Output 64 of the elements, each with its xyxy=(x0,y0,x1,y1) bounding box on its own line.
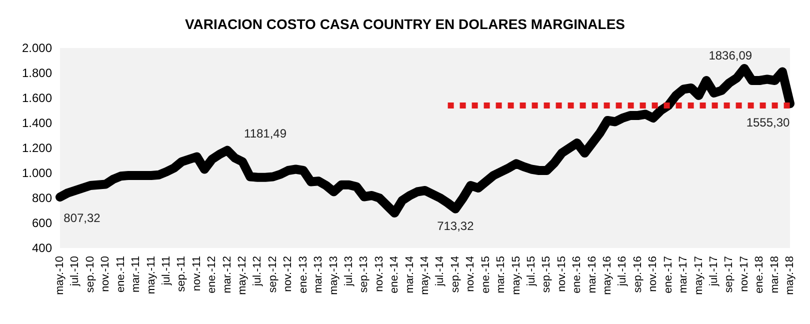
x-tick-label: may.-17 xyxy=(692,256,705,295)
x-tick-label: ene.-18 xyxy=(754,256,766,294)
x-tick-label: jul.-17 xyxy=(708,256,720,287)
x-tick-label: nov.-13 xyxy=(373,256,386,292)
x-tick-label: sep.-12 xyxy=(266,256,279,293)
x-tick-label: jul.-11 xyxy=(160,256,172,286)
data-label: 1836,09 xyxy=(708,48,752,62)
x-tick-label: mar.-14 xyxy=(404,256,416,294)
x-tick-label: mar.-18 xyxy=(768,256,781,294)
x-tick-label: sep.-10 xyxy=(84,256,96,293)
x-tick-label: may.-12 xyxy=(236,256,248,295)
y-tick-label: 1.000 xyxy=(22,166,52,180)
data-label: 1181,49 xyxy=(244,126,287,140)
x-tick-label: ene.-13 xyxy=(297,256,310,294)
x-tick-label: may.-14 xyxy=(419,256,431,295)
y-tick-label: 400 xyxy=(32,241,52,255)
x-tick-label: nov.-15 xyxy=(556,256,568,292)
x-tick-label: sep.-17 xyxy=(723,256,736,293)
x-tick-label: nov.-14 xyxy=(464,256,477,292)
y-tick-label: 1.800 xyxy=(22,66,52,80)
x-tick-label: nov.-17 xyxy=(738,256,750,292)
y-tick-label: 1.600 xyxy=(22,91,52,105)
data-label: 1555,30 xyxy=(746,116,790,130)
x-tick-label: may.-11 xyxy=(145,256,158,294)
x-tick-label: may.-18 xyxy=(784,256,796,295)
x-tick-label: nov.-12 xyxy=(282,256,294,292)
x-tick-label: sep.-13 xyxy=(358,256,370,293)
x-tick-label: nov.-11 xyxy=(190,256,203,292)
x-tick-label: mar.-16 xyxy=(586,256,598,294)
x-tick-label: ene.-17 xyxy=(662,256,674,294)
x-tick-label: sep.-16 xyxy=(632,256,644,293)
y-tick-label: 2.000 xyxy=(22,41,52,55)
data-label: 713,32 xyxy=(437,218,474,233)
x-tick-label: ene.-11 xyxy=(114,256,127,292)
x-tick-label: sep.-11 xyxy=(176,256,188,292)
x-tick-label: ene.-16 xyxy=(571,256,584,294)
x-tick-label: may.-13 xyxy=(328,256,340,295)
x-tick-label: may.-16 xyxy=(602,256,614,295)
x-tick-label: ene.-15 xyxy=(480,256,492,294)
x-tick-label: jul.-10 xyxy=(69,256,82,287)
y-tick-label: 1.200 xyxy=(22,141,52,155)
x-tick-label: jul.-16 xyxy=(616,256,629,287)
x-tick-label: sep.-14 xyxy=(449,256,462,293)
x-tick-label: ene.-12 xyxy=(206,256,218,294)
x-tick-label: may.-10 xyxy=(54,256,66,295)
x-tick-label: mar.-17 xyxy=(678,256,690,294)
x-tick-label: mar.-13 xyxy=(312,256,325,294)
x-tick-label: nov.-16 xyxy=(647,256,660,292)
x-tick-label: mar.-11 xyxy=(130,256,142,292)
y-tick-label: 600 xyxy=(32,216,52,230)
x-tick-label: ene.-14 xyxy=(388,256,401,294)
x-tick-label: sep.-15 xyxy=(540,256,553,293)
y-tick-label: 1.400 xyxy=(22,116,52,130)
x-tick-label: nov.-10 xyxy=(100,256,112,292)
x-tick-label: mar.-15 xyxy=(495,256,508,294)
x-tick-label: jul.-14 xyxy=(434,256,446,287)
y-tick-label: 800 xyxy=(32,191,52,205)
x-tick-label: mar.-12 xyxy=(221,256,234,294)
chart-title: VARIACION COSTO CASA COUNTRY EN DOLARES MARGINALES xyxy=(185,16,625,32)
x-tick-label: jul.-12 xyxy=(252,256,264,287)
x-tick-label: jul.-15 xyxy=(525,256,538,287)
data-label: 807,32 xyxy=(64,211,101,226)
x-tick-label: may.-15 xyxy=(510,256,522,295)
x-tick-label: jul.-13 xyxy=(342,256,355,287)
